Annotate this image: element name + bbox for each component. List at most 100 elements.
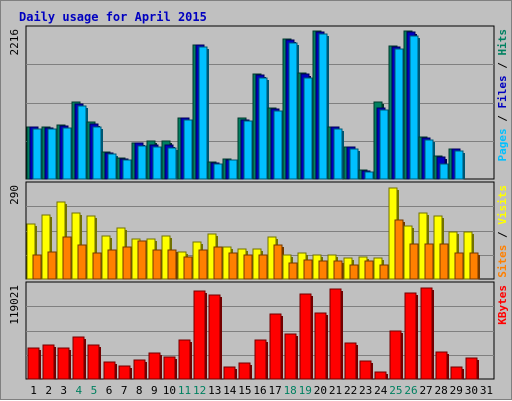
panel-visits: 290 Sites / Visits: [8, 181, 509, 280]
bar-sites: [424, 243, 434, 280]
bar-kbytes: [269, 313, 282, 380]
bar-visits: [26, 223, 36, 280]
bar-kbytes: [435, 351, 448, 380]
bar-pages: [364, 171, 374, 180]
series-legend: KBytes: [496, 285, 509, 325]
x-tick-label: 23: [359, 384, 372, 397]
legend-part: /: [496, 56, 509, 76]
y-max-label: 119021: [8, 285, 21, 325]
bar-kbytes: [450, 366, 463, 380]
legend-part: Hits: [496, 29, 509, 56]
x-tick-label: 28: [435, 384, 448, 397]
bar-sites: [409, 243, 419, 280]
bar-pages: [62, 127, 72, 180]
bar-kbytes: [57, 347, 70, 380]
bar-kbytes: [72, 336, 85, 380]
bar-sites: [198, 249, 208, 280]
bar-kbytes: [118, 365, 131, 380]
x-tick-label: 5: [91, 384, 98, 397]
bar-kbytes: [359, 360, 372, 380]
legend-part: /: [496, 225, 509, 245]
bar-sites: [379, 264, 389, 280]
bar-kbytes: [133, 359, 146, 380]
bar-kbytes: [223, 366, 236, 380]
bar-pages: [92, 126, 102, 180]
series-legend: Sites / Visits: [496, 185, 509, 278]
bar-kbytes: [374, 371, 387, 380]
bar-sites: [303, 259, 313, 280]
bar-pages: [394, 48, 404, 180]
bar-sites: [62, 236, 72, 280]
bar-pages: [288, 42, 298, 180]
bar-pages: [379, 109, 389, 180]
legend-part: KBytes: [496, 285, 509, 325]
x-tick-label: 8: [136, 384, 143, 397]
x-tick-label: 16: [253, 384, 266, 397]
bar-pages: [303, 77, 313, 180]
x-tick-label: 11: [178, 384, 191, 397]
bar-sites: [333, 260, 343, 280]
bar-kbytes: [163, 356, 176, 380]
bar-sites: [318, 260, 328, 280]
bar-visits: [41, 214, 51, 280]
legend-part: Pages: [496, 128, 509, 161]
x-tick-label: 17: [268, 384, 281, 397]
x-tick-label: 9: [151, 384, 158, 397]
bar-kbytes: [27, 347, 40, 380]
x-tick-label: 26: [404, 384, 417, 397]
x-tick-label: 19: [299, 384, 312, 397]
y-max-label: 2216: [8, 29, 21, 56]
y-max-label: 290: [8, 185, 21, 205]
series-legend: Pages / Files / Hits: [496, 29, 509, 162]
bar-pages: [409, 35, 419, 180]
bar-kbytes: [329, 288, 342, 380]
bar-kbytes: [284, 333, 297, 380]
bar-pages: [454, 150, 464, 180]
bar-sites: [213, 246, 223, 280]
bar-sites: [394, 219, 404, 280]
bar-kbytes: [299, 293, 312, 380]
bar-sites: [183, 256, 193, 280]
bar-pages: [349, 148, 359, 180]
x-tick-label: 29: [450, 384, 463, 397]
bar-kbytes: [193, 290, 206, 380]
x-tick-label: 13: [208, 384, 221, 397]
bar-pages: [137, 145, 147, 180]
x-tick-label: 20: [314, 384, 327, 397]
bar-sites: [364, 260, 374, 280]
x-tick-label: 30: [465, 384, 478, 397]
bar-pages: [333, 128, 343, 180]
bar-kbytes: [103, 361, 116, 380]
bar-sites: [439, 243, 449, 280]
x-tick-label: 18: [284, 384, 297, 397]
bar-sites: [92, 252, 102, 280]
bar-pages: [183, 119, 193, 180]
bar-pages: [107, 153, 117, 180]
x-tick-label: 2: [45, 384, 52, 397]
bar-kbytes: [148, 352, 161, 380]
x-tick-label: 25: [389, 384, 402, 397]
x-tick-label: 3: [60, 384, 67, 397]
x-tick-label: 1: [30, 384, 37, 397]
bar-pages: [213, 163, 223, 180]
x-tick-label: 15: [238, 384, 251, 397]
bar-sites: [243, 254, 253, 280]
legend-part: /: [496, 109, 509, 129]
bar-sites: [454, 252, 464, 280]
bar-pages: [77, 105, 87, 180]
bar-sites: [122, 246, 132, 280]
x-tick-label: 12: [193, 384, 206, 397]
bar-sites: [349, 264, 359, 280]
panel-kbytes: 119021 KBytes: [8, 281, 509, 380]
bar-sites: [288, 262, 298, 280]
bar-pages: [198, 46, 208, 180]
bar-pages: [243, 120, 253, 180]
bar-kbytes: [42, 344, 55, 380]
x-tick-label: 21: [329, 384, 342, 397]
x-tick-label: 10: [163, 384, 176, 397]
bar-kbytes: [238, 362, 251, 380]
bar-pages: [32, 128, 42, 180]
x-axis: 1 2 3 4 5 6 7 8 9 10 11 12 13 14 15 16 17 18 19 20 21 22 23 24 2…: [30, 384, 493, 397]
